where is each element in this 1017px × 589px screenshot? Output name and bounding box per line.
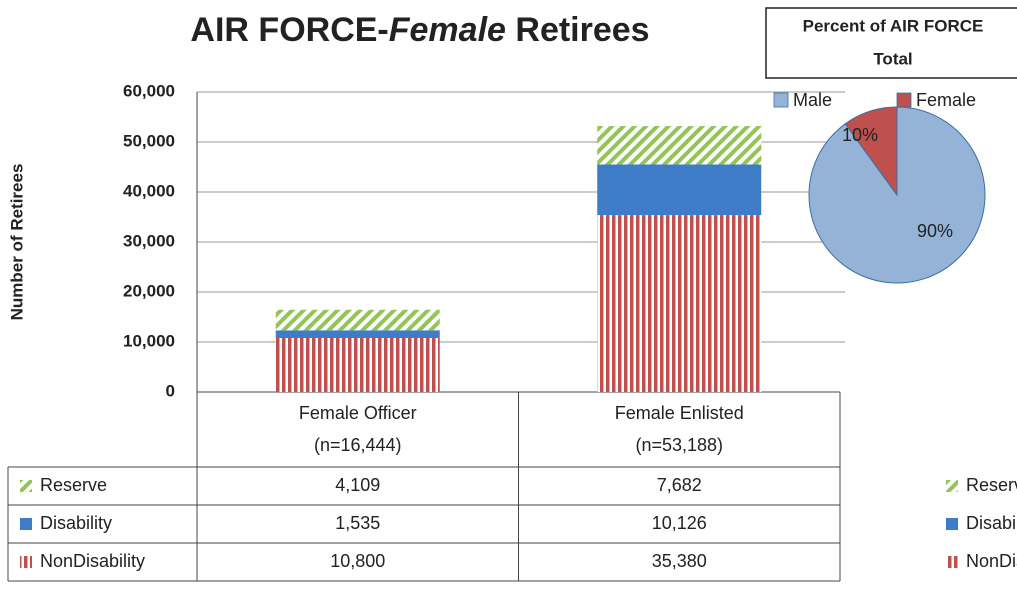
legend-label: Disability bbox=[966, 513, 1017, 533]
y-tick-label: 60,000 bbox=[123, 81, 175, 100]
bar-segment bbox=[597, 126, 762, 165]
y-tick-label: 10,000 bbox=[123, 331, 175, 350]
y-tick-label: 30,000 bbox=[123, 231, 175, 250]
title-part: Retirees bbox=[506, 11, 650, 49]
x-tick-label: Female Officer bbox=[299, 403, 417, 423]
legend-key bbox=[946, 518, 958, 530]
legend-label: NonDisability bbox=[40, 551, 145, 571]
legend-key bbox=[946, 480, 958, 492]
y-tick-label: 50,000 bbox=[123, 131, 175, 150]
legend-label: Reserve bbox=[966, 475, 1017, 495]
y-tick-label: 0 bbox=[166, 381, 175, 400]
legend-key bbox=[946, 556, 958, 568]
pie-title-box bbox=[765, 7, 1017, 79]
bar-segment bbox=[275, 330, 440, 338]
y-tick-label: 40,000 bbox=[123, 181, 175, 200]
y-axis-label: Number of Retirees bbox=[7, 164, 26, 321]
bar-segment bbox=[275, 309, 440, 331]
y-tick-label: 20,000 bbox=[123, 281, 175, 300]
legend-key bbox=[20, 480, 32, 492]
data-label: 4,109 bbox=[335, 475, 380, 495]
title-part: AIR FORCE- bbox=[190, 11, 388, 49]
legend-label: NonDisability bbox=[966, 551, 1017, 571]
data-label: 10,800 bbox=[330, 551, 385, 571]
pie-label: 90% bbox=[917, 221, 953, 241]
bar-segment bbox=[275, 338, 440, 392]
legend-label: Male bbox=[793, 90, 832, 110]
pie-title: Percent of AIR FORCE bbox=[803, 16, 984, 35]
x-tick-note: (n=16,444) bbox=[314, 435, 402, 455]
pie-label: 10% bbox=[842, 125, 878, 145]
data-label: 7,682 bbox=[657, 475, 702, 495]
data-label: 35,380 bbox=[652, 551, 707, 571]
legend-label: Reserve bbox=[40, 475, 107, 495]
chart-title: AIR FORCE-Female Retirees bbox=[190, 11, 649, 49]
legend-label: Female bbox=[916, 90, 976, 110]
legend-key bbox=[20, 556, 32, 568]
x-tick-note: (n=53,188) bbox=[635, 435, 723, 455]
legend-label: Disability bbox=[40, 513, 112, 533]
pie-title: Total bbox=[873, 49, 912, 68]
legend-key bbox=[896, 92, 912, 108]
data-label: 1,535 bbox=[335, 513, 380, 533]
x-tick-label: Female Enlisted bbox=[615, 403, 744, 423]
title-part: Female bbox=[389, 11, 506, 49]
bar-segment bbox=[597, 164, 762, 216]
legend-key bbox=[20, 518, 32, 530]
bar-segment bbox=[597, 215, 762, 392]
data-label: 10,126 bbox=[652, 513, 707, 533]
legend-key bbox=[773, 92, 789, 108]
